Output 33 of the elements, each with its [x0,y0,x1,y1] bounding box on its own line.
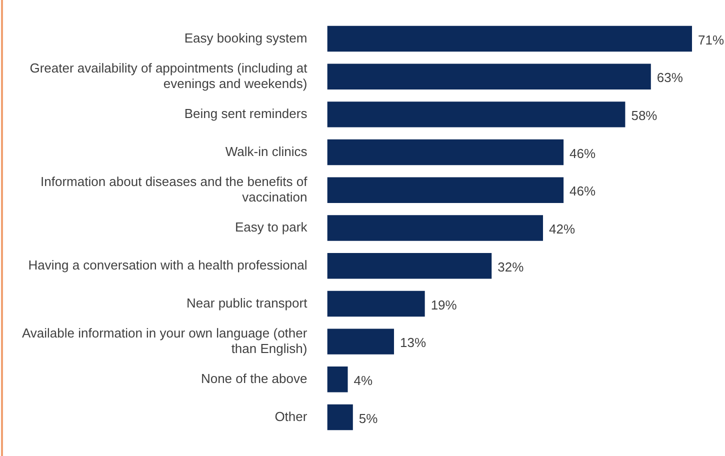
y-tick-label: Greater availability of appointments (including at evenings and weekends) [30,60,308,91]
y-tick-label: Information about diseases and the benefits of vaccination [40,174,308,205]
data-label: 63% [656,70,684,86]
bar [327,404,353,430]
data-label: 58% [631,108,658,124]
bar [327,290,425,317]
y-tick-label: Other [274,408,308,424]
y-tick-label: Easy booking system [184,30,308,46]
data-label: 46% [570,184,596,199]
data-label: 46% [570,146,596,161]
data-label: 13% [400,335,426,350]
y-tick-label: None of the above [200,370,308,386]
y-tick-label: Near public transport [186,295,308,310]
bar [327,64,651,90]
data-label: 32% [498,259,524,274]
data-label: 4% [354,372,373,388]
data-label: 5% [358,410,378,426]
bar [327,26,692,52]
y-tick-label: Having a conversation with a health professional [28,257,308,272]
y-tick-label: Easy to park [234,220,308,235]
bar [327,252,492,279]
bar [327,177,564,204]
bar [327,215,544,241]
data-label: 19% [430,297,458,312]
data-label: 71% [698,32,724,48]
bar [327,366,348,392]
y-tick-label: Available information in your own language (other than English) [22,325,308,356]
bar [327,328,394,354]
data-label: 42% [549,222,576,237]
y-tick-label: Walk-in clinics [225,144,308,159]
bar [327,139,564,166]
bar [327,102,626,128]
y-tick-label: Being sent reminders [184,106,308,122]
